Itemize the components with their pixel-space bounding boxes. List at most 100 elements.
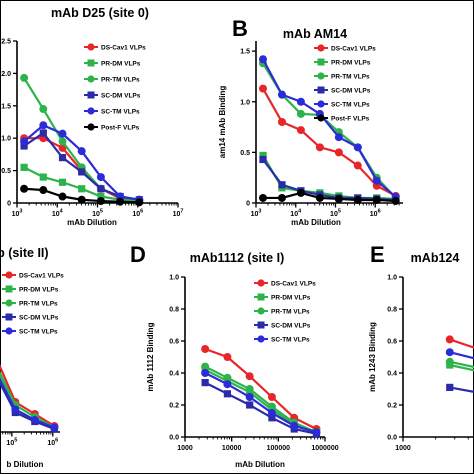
legend-label: SC-DM VLPs <box>331 87 371 94</box>
data-point <box>96 197 105 206</box>
legend-swatch-marker <box>5 299 13 307</box>
data-point <box>39 129 47 137</box>
data-point <box>445 348 454 357</box>
x-tick-base: 10 <box>47 440 55 447</box>
series-line <box>262 62 397 199</box>
data-point <box>97 192 105 201</box>
series-line <box>204 365 317 434</box>
data-point <box>11 405 20 414</box>
data-point <box>315 143 324 152</box>
legend-swatch-marker <box>5 313 13 321</box>
x-tick-label: 1000 <box>177 445 193 452</box>
data-point <box>58 154 67 162</box>
data-point <box>296 109 305 118</box>
data-point <box>312 428 321 437</box>
legend-swatch-marker <box>257 335 265 343</box>
legend-label: DS-Cav1 VLPs <box>271 280 316 287</box>
x-tick-exponent: 6 <box>140 209 143 215</box>
chart-panel-3: 0.0 0.2 0.4 0.6 0.8 1.0 1000 10000 100000 1000000… <box>130 242 339 469</box>
legend-label: SC-DM VLPs <box>19 314 59 321</box>
data-point <box>201 379 209 387</box>
data-point <box>353 195 362 204</box>
data-point <box>96 173 105 182</box>
y-tick-label: 0.0 <box>387 435 397 442</box>
series-pr-tm-vlps <box>201 362 321 437</box>
series-line <box>204 347 317 430</box>
data-point <box>315 193 324 202</box>
data-point <box>245 385 254 393</box>
data-point <box>259 151 267 160</box>
data-point <box>277 193 286 202</box>
data-point <box>353 161 362 170</box>
x-tick-exponent: 5 <box>14 438 17 444</box>
data-point <box>223 380 232 389</box>
legend-label: SC-TM VLPs <box>101 108 140 115</box>
x-tick-label: 105 <box>330 209 341 219</box>
x-tick-exponent: 3 <box>258 209 261 215</box>
series-line <box>449 360 474 369</box>
data-point <box>20 163 28 171</box>
series-line <box>0 370 55 429</box>
y-tick-label: 2.0 <box>1 71 11 78</box>
y-tick-label: 0.2 <box>169 403 179 410</box>
x-tick-base: 1000 <box>177 445 193 452</box>
series-post-f-vlps <box>258 188 400 205</box>
data-point <box>246 401 254 409</box>
data-point <box>353 143 362 152</box>
legend-swatch-marker <box>5 327 13 335</box>
x-tick-base: 10 <box>132 211 140 218</box>
series-line <box>449 338 474 349</box>
data-point <box>39 121 48 130</box>
legend-swatch-marker <box>257 321 265 329</box>
y-tick-label: 0.4 <box>387 371 397 378</box>
data-point <box>78 168 86 176</box>
x-tick-label: 106 <box>132 209 143 219</box>
data-point <box>20 142 28 150</box>
legend-swatch-marker <box>87 91 95 99</box>
series-line <box>204 372 317 434</box>
x-tick-label: 105 <box>92 209 103 219</box>
data-point <box>77 195 86 204</box>
legend-swatch-marker <box>317 100 325 108</box>
data-point <box>39 186 48 195</box>
x-tick-exponent: 5 <box>338 209 341 215</box>
x-tick-exponent: 4 <box>60 209 64 215</box>
data-point <box>58 137 67 146</box>
panel-letter: E <box>370 242 385 267</box>
data-point <box>267 409 276 417</box>
data-point <box>30 416 39 424</box>
legend-swatch-marker <box>5 285 13 293</box>
y-axis-label: am14 mAb Binding <box>218 86 227 159</box>
legend-label: PR-DM VLPs <box>101 60 141 67</box>
legend-swatch-marker <box>317 72 325 80</box>
chart-title: mAb1112 (site I) <box>190 251 285 265</box>
data-point <box>20 137 29 146</box>
y-tick-label: 0.4 <box>169 371 179 378</box>
data-point <box>258 84 267 93</box>
chart-title: mAb D25 (site 0) <box>51 6 149 20</box>
data-point <box>445 335 454 344</box>
x-tick-label: 107 <box>173 209 184 219</box>
data-point <box>20 184 29 193</box>
data-point <box>446 383 454 391</box>
y-tick-label: 1.0 <box>1 136 11 143</box>
x-axis-label: mAb Dilution <box>67 218 117 227</box>
data-point <box>258 193 267 202</box>
legend-label: SC-DM VLPs <box>271 322 311 329</box>
series-line <box>204 368 317 434</box>
x-tick-exponent: 4 <box>298 209 302 215</box>
data-point <box>201 345 210 353</box>
data-point <box>58 178 67 186</box>
series-ds-cav1-vlps <box>445 335 474 349</box>
data-point <box>296 188 305 197</box>
x-axis-label: mAb Dilution <box>235 460 285 469</box>
data-point <box>268 414 276 422</box>
data-point <box>277 118 286 126</box>
x-tick-base: 10 <box>173 211 181 218</box>
series-line <box>449 363 474 372</box>
legend-label: SC-TM VLPs <box>331 101 370 108</box>
legend-swatch-marker <box>87 123 95 131</box>
